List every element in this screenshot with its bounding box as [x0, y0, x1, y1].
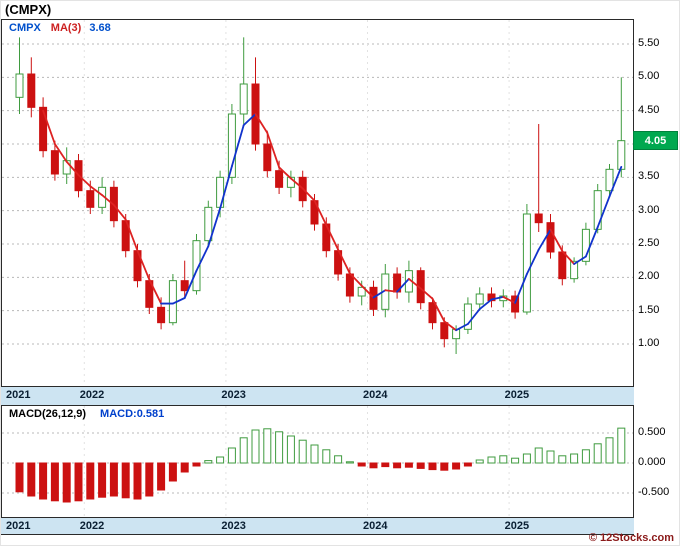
x-year-label: 2023 — [221, 389, 246, 401]
price-tick-label: 2.50 — [638, 237, 660, 249]
x-year-label: 2022 — [79, 520, 105, 532]
macd-label: MACD(26,12,9) — [9, 408, 87, 420]
price-panel — [1, 19, 634, 387]
macd-tick-label: 0.500 — [638, 426, 666, 438]
x-year-label: 2024 — [363, 520, 388, 532]
x-year-label: 2021 — [6, 520, 31, 532]
price-tick-label: 3.00 — [638, 203, 660, 216]
price-tick-label: 2.00 — [638, 270, 660, 283]
macd-tick-label: -0.500 — [638, 486, 670, 498]
x-year-label: 2025 — [504, 520, 530, 532]
price-tick-label: 1.50 — [638, 303, 660, 316]
x-year-label: 2023 — [221, 520, 246, 532]
macd-value: MACD:0.581 — [100, 408, 165, 420]
macd-x-axis-strip — [1, 517, 634, 535]
macd-panel — [1, 405, 634, 518]
legend-ticker: CMPX — [9, 22, 41, 34]
macd-legend: MACD(26,12,9) MACD:0.581 — [9, 408, 164, 420]
candlestick-chart — [2, 20, 633, 386]
current-price-badge: 4.05 — [633, 131, 678, 150]
x-year-label: 2025 — [504, 389, 530, 401]
macd-tick-label: 0.000 — [638, 456, 666, 468]
x-year-label: 2024 — [363, 389, 388, 401]
macd-histogram-chart — [2, 406, 633, 517]
chart-title: (CMPX) — [5, 2, 52, 17]
price-tick-label: 5.00 — [638, 70, 660, 83]
legend-ma-label: MA(3) — [50, 22, 82, 34]
price-legend: CMPX MA(3) 3.68 — [9, 22, 111, 34]
price-tick-label: 1.00 — [638, 337, 660, 349]
x-year-label: 2022 — [79, 389, 105, 401]
copyright: © 12Stocks.com — [588, 532, 674, 544]
x-year-label: 2021 — [6, 389, 31, 401]
price-tick-label: 5.50 — [638, 37, 660, 49]
price-tick-label: 4.50 — [638, 103, 660, 116]
legend-ma-value: 3.68 — [89, 22, 111, 34]
price-tick-label: 3.50 — [638, 170, 660, 183]
